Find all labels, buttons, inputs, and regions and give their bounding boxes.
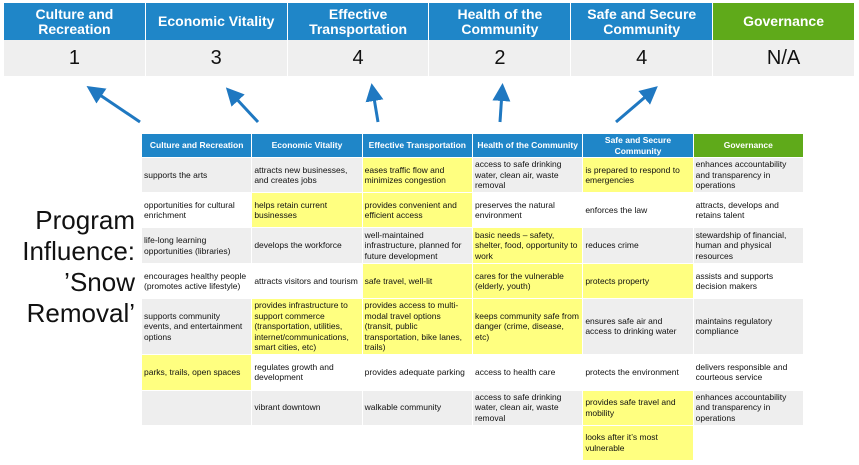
column-header: Effective Transportation — [361, 133, 473, 158]
table-cell: encourages healthy people (promotes acti… — [140, 263, 253, 299]
table-cell — [361, 424, 473, 461]
table-cell: access to health care — [471, 353, 584, 391]
column-header: Economic Vitality — [251, 133, 363, 158]
table-cell: well-maintained infrastructure, planned … — [361, 227, 473, 264]
column-header: Culture and Recreation — [140, 133, 253, 158]
category-header: Culture and Recreation — [4, 3, 146, 40]
table-cell: helps retain current businesses — [251, 192, 363, 228]
table-cell: provides adequate parking — [361, 353, 473, 391]
table-cell: assists and supports decision makers — [692, 263, 805, 299]
influence-table: Culture and Recreation Economic Vitality E… — [140, 133, 805, 461]
table-cell: provides infrastructure to support comme… — [251, 298, 363, 355]
category-score: 3 — [145, 40, 288, 76]
table-cell: provides access to multi-modal travel op… — [361, 298, 473, 355]
table-cell — [140, 389, 253, 426]
table-cell: looks after it’s most vulnerable — [582, 424, 694, 461]
column-header: Governance — [692, 133, 805, 158]
table-cell: enhances accountability and transparency… — [692, 157, 805, 193]
table-cell — [471, 424, 584, 461]
table-cell: cares for the vulnerable (elderly, youth… — [471, 263, 584, 299]
table-cell: eases traffic flow and minimizes congest… — [361, 157, 473, 193]
category-score: 1 — [4, 40, 146, 76]
table-cell: provides convenient and efficient access — [361, 192, 473, 228]
category-score: 4 — [287, 40, 430, 76]
table-cell: supports the arts — [140, 157, 253, 193]
table-cell: enhances accountability and transparency… — [692, 389, 805, 426]
column-header: Safe and Secure Community — [582, 133, 694, 158]
table-cell: is prepared to respond to emergencies — [582, 157, 694, 193]
table-cell: preserves the natural environment — [471, 192, 584, 228]
category-header: Economic Vitality — [145, 3, 288, 40]
table-cell: provides safe travel and mobility — [582, 389, 694, 426]
table-row: supports community events, and entertain… — [140, 298, 805, 355]
table-row: encourages healthy people (promotes acti… — [140, 263, 805, 299]
table-cell: ensures safe air and access to drinking … — [582, 298, 694, 355]
table-cell: regulates growth and development — [251, 353, 363, 391]
table-cell — [140, 424, 253, 461]
table-cell: vibrant downtown — [251, 389, 363, 426]
table-cell: parks, trails, open spaces — [140, 353, 253, 391]
table-row: vibrant downtown walkable community access… — [140, 389, 805, 426]
arrow-safe — [615, 86, 658, 124]
arrow-culture — [86, 85, 141, 124]
table-cell: supports community events, and entertain… — [140, 298, 253, 355]
arrow-transportation — [365, 83, 384, 123]
table-cell: delivers responsible and courteous servi… — [692, 353, 805, 391]
arrow-economic — [225, 87, 260, 124]
table-cell: protects the environment — [582, 353, 694, 391]
table-cell: reduces crime — [582, 227, 694, 264]
table-cell: access to safe drinking water, clean air… — [471, 157, 584, 193]
table-cell: enforces the law — [582, 192, 694, 228]
table-cell: life-long learning opportunities (librar… — [140, 227, 253, 264]
table-cell: protects property — [582, 263, 694, 299]
table-cell: basic needs – safety, shelter, food, opp… — [471, 227, 584, 264]
table-cell: opportunities for cultural enrichment — [140, 192, 253, 228]
table-cell: attracts new businesses, and creates job… — [251, 157, 363, 193]
table-row: supports the arts attracts new businesses… — [140, 157, 805, 193]
table-row: looks after it’s most vulnerable — [140, 424, 805, 461]
table-cell: attracts, develops and retains talent — [692, 192, 805, 228]
arrow-health — [492, 83, 511, 123]
table-cell: access to safe drinking water, clean air… — [471, 389, 584, 426]
category-header: Health of the Community — [429, 3, 572, 40]
table-cell: stewardship of financial, human and phys… — [692, 227, 805, 264]
program-title: Program Influence: ’Snow Removal’ — [22, 205, 135, 328]
table-row: parks, trails, open spaces regulates grow… — [140, 353, 805, 391]
score-summary: Culture and Recreation Economic Vitality E… — [4, 3, 855, 76]
table-cell — [692, 424, 805, 461]
table-cell: maintains regulatory compliance — [692, 298, 805, 355]
category-header: Effective Transportation — [287, 3, 430, 40]
table-cell: safe travel, well-lit — [361, 263, 473, 299]
table-row: life-long learning opportunities (librar… — [140, 227, 805, 264]
table-cell: attracts visitors and tourism — [251, 263, 363, 299]
table-cell: walkable community — [361, 389, 473, 426]
table-row: opportunities for cultural enrichment hel… — [140, 192, 805, 228]
column-header: Health of the Community — [471, 133, 584, 158]
table-cell — [251, 424, 363, 461]
category-header: Governance — [713, 3, 855, 40]
category-score: N/A — [713, 40, 855, 76]
table-cell: develops the workforce — [251, 227, 363, 264]
category-score: 4 — [571, 40, 714, 76]
table-cell: keeps community safe from danger (crime,… — [471, 298, 584, 355]
category-score: 2 — [429, 40, 572, 76]
category-header: Safe and Secure Community — [571, 3, 714, 40]
